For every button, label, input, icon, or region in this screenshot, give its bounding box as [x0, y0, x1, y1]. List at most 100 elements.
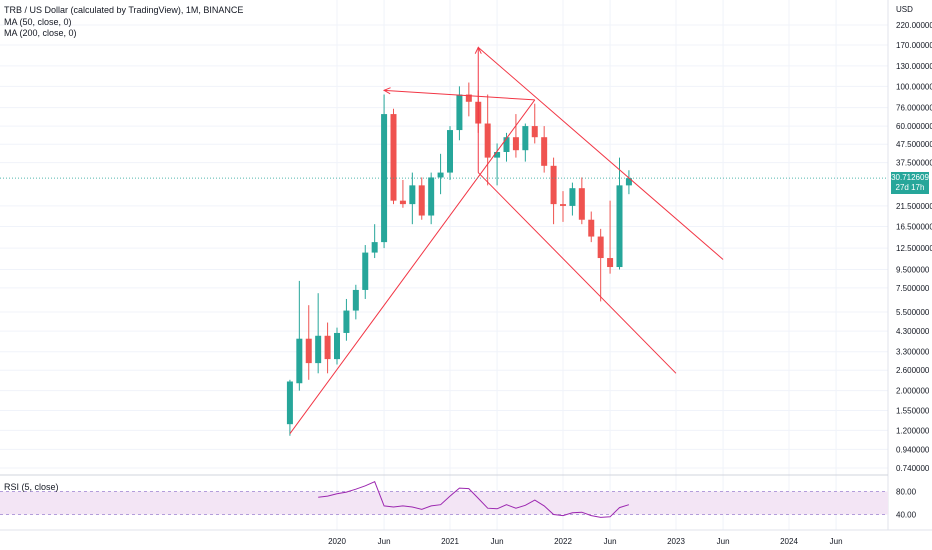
candle	[494, 143, 501, 186]
candle	[550, 157, 557, 225]
rsi-legend[interactable]: RSI (5, close)	[4, 482, 59, 492]
candle-body	[324, 335, 331, 360]
price-tick-label: 9.500000	[896, 265, 930, 274]
rsi-tick-label: 80.00	[896, 488, 917, 497]
candle-body	[371, 242, 378, 253]
candle	[362, 245, 369, 299]
ma-200-legend[interactable]: MA (200, close, 0)	[4, 28, 77, 38]
price-tick-label: 47.500000	[896, 140, 932, 149]
candle	[371, 224, 378, 259]
price-tick-label: 3.300000	[896, 348, 930, 357]
candle-body	[352, 289, 359, 311]
candle	[578, 177, 585, 225]
price-tick-label: 130.000000	[896, 62, 932, 71]
arrow-line	[384, 89, 535, 101]
candle-body	[296, 338, 303, 384]
time-tick-label: 2024	[780, 537, 798, 546]
trend-line	[289, 99, 536, 435]
rsi-axis[interactable]: 80.00 40.00	[896, 488, 917, 520]
price-axis[interactable]: 0.740000 0.940000 1.200000 1.550000 2.000000…	[896, 21, 932, 473]
candle	[390, 108, 397, 205]
candle	[428, 172, 435, 225]
candle	[484, 94, 491, 186]
price-tick-label: 2.600000	[896, 366, 930, 375]
candle-body	[597, 236, 604, 259]
candle-body	[616, 185, 623, 268]
candle	[625, 170, 632, 195]
candle	[616, 157, 623, 270]
price-tick-label: 220.000000	[896, 21, 932, 30]
time-tick-label: 2023	[667, 537, 685, 546]
price-tick-label: 4.300000	[896, 327, 930, 336]
candle-body	[409, 185, 416, 205]
candle-body	[541, 137, 548, 166]
candle	[541, 126, 548, 173]
price-tick-label: 5.500000	[896, 308, 930, 317]
current-price-label: 30.712609 27d 17h	[891, 172, 929, 195]
candle-body	[465, 94, 472, 102]
rsi-band	[0, 491, 888, 515]
candle	[418, 177, 425, 220]
currency-label: USD	[896, 5, 913, 14]
candle-body	[569, 188, 576, 206]
candle-body	[390, 114, 397, 201]
price-tick-label: 76.000000	[896, 104, 932, 113]
candle	[512, 114, 519, 158]
candle	[447, 126, 453, 180]
time-tick-label: 2021	[441, 537, 459, 546]
candle-body	[503, 137, 510, 152]
price-tick-label: 60.000000	[896, 122, 932, 131]
candle-body	[428, 177, 435, 216]
rsi-tick-label: 40.00	[896, 511, 917, 520]
candle-series	[286, 82, 632, 436]
candle-body	[286, 381, 293, 425]
candle-body	[625, 178, 632, 186]
arrow-head	[474, 46, 482, 54]
candle	[437, 153, 444, 195]
time-axis[interactable]: 2020 Jun 2021 Jun 2022 Jun 2023 Jun 2024 Jun	[328, 537, 842, 546]
candle-body	[418, 185, 425, 216]
candle	[305, 305, 312, 380]
trendline-drawings[interactable]	[289, 46, 724, 435]
candle-body	[588, 219, 595, 237]
time-tick-label: Jun	[717, 537, 730, 546]
candle	[334, 327, 340, 365]
chart-title[interactable]: TRB / US Dollar (calculated by TradingVi…	[4, 5, 244, 15]
candle	[286, 379, 293, 436]
candle-body	[343, 310, 350, 333]
price-tick-label: 2.000000	[896, 387, 930, 396]
current-price-value: 30.712609	[891, 173, 929, 183]
candle	[343, 298, 350, 341]
candle	[597, 228, 604, 302]
time-tick-label: 2020	[328, 537, 346, 546]
candle	[569, 182, 576, 216]
time-tick-label: Jun	[830, 537, 843, 546]
candle	[352, 284, 359, 320]
time-tick-label: Jun	[378, 537, 391, 546]
candle-body	[494, 151, 501, 158]
candle	[560, 191, 566, 222]
candle	[381, 94, 388, 249]
candle	[465, 82, 472, 117]
trend-line	[477, 172, 677, 374]
price-tick-label: 170.000000	[896, 41, 932, 50]
candle-body	[512, 137, 519, 151]
candle-body	[607, 258, 614, 268]
candle-body	[578, 188, 585, 220]
price-grid	[0, 0, 932, 531]
candle	[607, 200, 614, 274]
candle	[399, 179, 406, 208]
price-tick-label: 0.940000	[896, 445, 930, 454]
candle-countdown: 27d 17h	[895, 183, 925, 193]
candle-body	[456, 94, 463, 131]
price-tick-label: 100.000000	[896, 82, 932, 91]
candle	[456, 86, 463, 141]
ma-50-legend[interactable]: MA (50, close, 0)	[4, 17, 72, 27]
candle	[409, 172, 416, 225]
candle-body	[560, 204, 566, 206]
candle	[522, 123, 529, 162]
price-tick-label: 16.500000	[896, 222, 932, 231]
candle-body	[447, 130, 453, 173]
candle-body	[362, 252, 369, 290]
